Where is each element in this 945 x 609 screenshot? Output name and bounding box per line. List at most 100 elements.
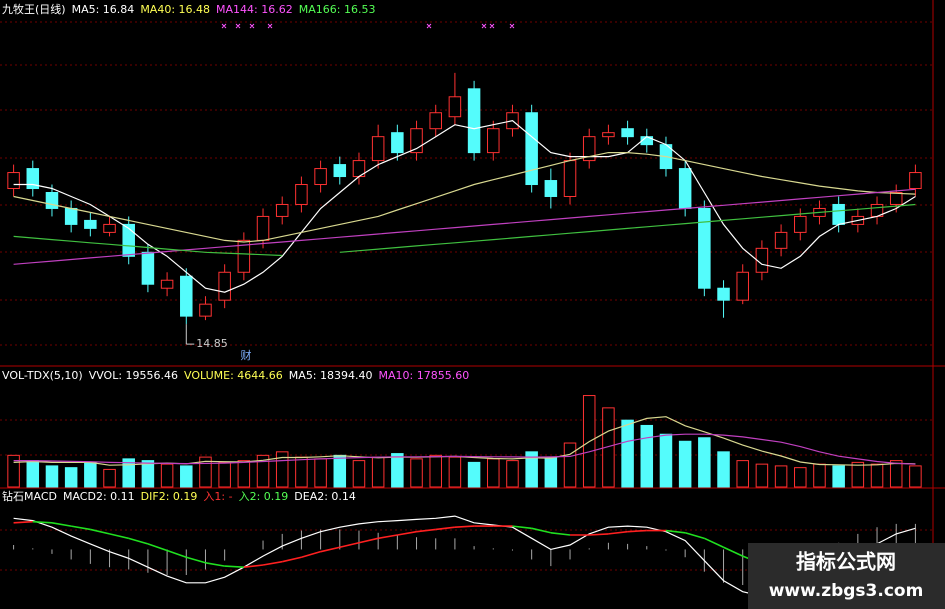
dea-segment [166, 549, 187, 558]
volume-bar [275, 451, 289, 488]
watermark-title: 指标公式网 [796, 550, 896, 574]
ma-line [13, 203, 916, 257]
volume-bar [391, 453, 404, 488]
candle-body [103, 223, 116, 233]
watermark-box [748, 543, 945, 609]
volume-bar [122, 458, 135, 488]
legend-entry: MA10: 17855.60 [379, 369, 470, 382]
volume-bar [487, 458, 500, 488]
legend-entry: MA5: 18394.40 [289, 369, 373, 382]
legend-entry: MA5: 16.84 [72, 3, 135, 16]
legend-entry: MA40: 16.48 [140, 3, 210, 16]
dea-segment [13, 520, 33, 524]
volume-bar [26, 460, 40, 488]
volume-bar [448, 456, 462, 488]
candle-body [371, 136, 385, 162]
dea-segment [186, 556, 206, 564]
volume-bar [295, 456, 308, 488]
dea-segment [665, 529, 686, 534]
dea-segment [454, 525, 475, 529]
volume-bar [314, 458, 327, 488]
candle-body [563, 160, 577, 197]
dea-segment [589, 533, 609, 536]
volume-bar [717, 451, 730, 488]
legend-entry: 入1: - [203, 490, 232, 503]
candle-body [832, 203, 845, 225]
dea-segment [358, 537, 379, 544]
dea-segment [51, 521, 72, 527]
panel-title: 钻石MACD [2, 489, 57, 503]
candle-body [698, 207, 711, 289]
volume-bar [851, 461, 865, 488]
candle-body [909, 172, 922, 190]
candle-body [314, 168, 327, 186]
volume-bar [506, 460, 519, 488]
candle-body [237, 239, 251, 273]
dea-segment [512, 525, 532, 530]
dea-segment [723, 546, 744, 557]
dea-segment [397, 530, 417, 536]
dea-segment [262, 560, 283, 566]
candle-body [275, 203, 289, 217]
volume-bar [563, 442, 577, 488]
legend-entry: 入2: 0.19 [239, 490, 289, 503]
candle-body [621, 128, 634, 138]
volume-bar [45, 465, 59, 488]
volume-bar [736, 460, 749, 488]
legend-entry: MA166: 16.53 [299, 3, 376, 16]
panel-title: 九牧王(日线) [2, 2, 66, 16]
dea-segment [90, 528, 110, 535]
candle-body [333, 164, 347, 178]
dea-segment [378, 534, 398, 540]
volume-bar [621, 419, 634, 488]
dea-segment [435, 526, 455, 531]
candle-body [199, 303, 212, 317]
volume-bar [698, 437, 711, 488]
volume-bar [410, 458, 423, 488]
dea-segment [416, 528, 436, 533]
legend-entry: MA144: 16.62 [216, 3, 293, 16]
ma-line [13, 188, 916, 265]
candle-body [391, 132, 404, 154]
dea-segment [128, 537, 149, 545]
volume-bar [602, 407, 615, 488]
volume-bar [429, 454, 442, 488]
dea-segment [704, 537, 724, 548]
candle-body [736, 271, 749, 301]
dea-segment [531, 527, 552, 534]
candle-body [582, 136, 596, 162]
volume-bar [640, 424, 654, 488]
volume-bar [352, 460, 366, 488]
candle-body [755, 247, 769, 273]
legend-entry: DEA2: 0.14 [294, 490, 356, 503]
candle-body [7, 172, 20, 190]
dea-segment [147, 543, 168, 552]
candle-body [45, 192, 59, 209]
candle-body [84, 219, 97, 229]
dea-segment [550, 531, 571, 536]
legend-entry: MACD2: 0.11 [63, 490, 135, 503]
ma-line [13, 120, 916, 293]
candle-body [180, 275, 193, 317]
candle-body [602, 132, 615, 138]
watermark-url: www.zbgs3.com [769, 581, 924, 601]
candle-body [889, 192, 903, 205]
volume-bar [659, 433, 673, 488]
legend-entry: VOLUME: 4644.66 [184, 369, 283, 382]
volume-bar [333, 454, 347, 488]
volume-bar [64, 467, 78, 488]
dea-segment [627, 529, 647, 533]
dea-segment [608, 530, 628, 535]
candle-body [794, 215, 807, 233]
event-label: 财 [241, 348, 252, 362]
volume-bar [371, 456, 385, 488]
candle-body [160, 279, 174, 289]
volume-bar [525, 451, 538, 488]
dea-segment [339, 541, 360, 549]
volume-bar [218, 461, 231, 488]
watermark: 指标公式网 www.zbgs3.com [748, 543, 945, 609]
candle-body [678, 168, 692, 209]
candle-body [26, 168, 40, 190]
volume-bar [794, 467, 807, 488]
